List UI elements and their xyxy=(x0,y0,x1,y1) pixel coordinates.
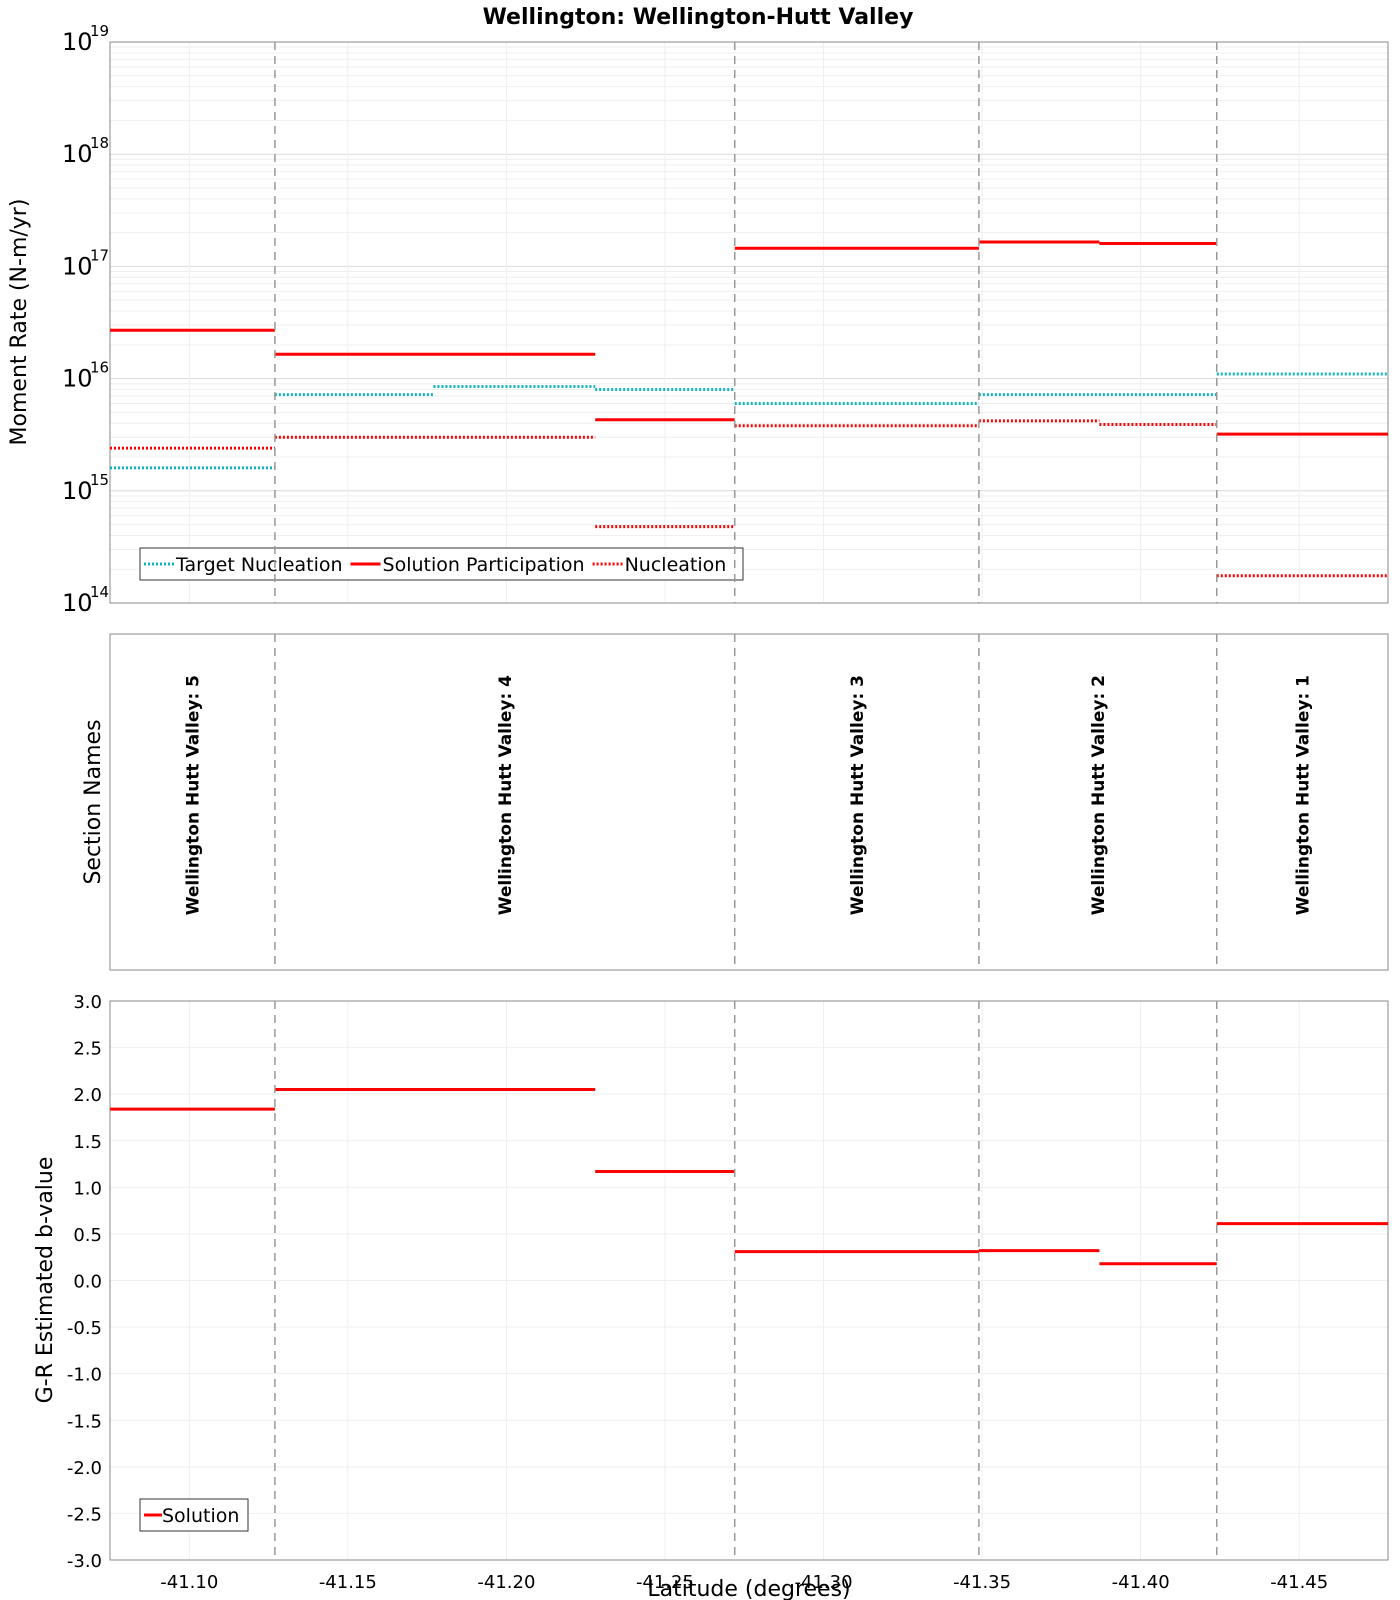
y-tick-label: 2.5 xyxy=(73,1039,102,1060)
y-tick-exponent: 16 xyxy=(90,359,109,377)
x-axis-label: Latitude (degrees) xyxy=(647,1577,850,1600)
y-tick-exponent: 19 xyxy=(90,22,109,40)
section-names: Wellington Hutt Valley: 5 Wellington Hutt… xyxy=(183,675,1313,915)
section-names-y-axis-label: Section Names xyxy=(81,719,106,884)
b-value-series xyxy=(110,1088,1388,1266)
x-tick-label: -41.35 xyxy=(953,1572,1011,1593)
y-tick-label: -2.0 xyxy=(67,1458,102,1479)
section-name-label: Wellington Hutt Valley: 2 xyxy=(1089,675,1109,915)
y-tick-label: 10 xyxy=(62,365,93,393)
y-tick-label: 1.0 xyxy=(73,1178,102,1199)
moment-rate-plot-frame xyxy=(109,41,1389,604)
x-tick-label: -41.45 xyxy=(1270,1572,1328,1593)
y-tick-exponent: 18 xyxy=(90,134,109,152)
x-tick-label: -41.10 xyxy=(160,1572,218,1593)
y-tick-exponent: 14 xyxy=(90,583,109,601)
x-axis-ticks: -41.10 -41.15 -41.20 -41.25 -41.30 -41.35 -41.… xyxy=(160,1572,1328,1593)
y-tick-label: 0.0 xyxy=(73,1272,102,1293)
y-tick-exponent: 15 xyxy=(90,471,109,489)
y-tick-label: -3.0 xyxy=(67,1551,102,1572)
moment-rate-grid xyxy=(110,41,1388,604)
moment-rate-legend: Target Nucleation Solution Participation N… xyxy=(139,547,744,581)
section-name-label: Wellington Hutt Valley: 3 xyxy=(848,675,868,915)
legend-label-nucleation: Nucleation xyxy=(625,554,727,576)
x-tick-label: -41.30 xyxy=(795,1572,853,1593)
b-value-y-ticks: 3.0 2.5 2.0 1.5 1.0 0.5 0.0 -0.5 -1.0 -1.5 -2.0 -2.… xyxy=(67,992,102,1572)
y-tick-label: 10 xyxy=(62,477,93,505)
y-tick-label: 10 xyxy=(62,140,93,168)
y-tick-exponent: 17 xyxy=(90,246,109,264)
y-tick-label: 10 xyxy=(62,28,93,56)
section-names-frame xyxy=(109,633,1389,971)
b-value-y-axis-label: G-R Estimated b-value xyxy=(33,1157,58,1404)
x-tick-label: -41.20 xyxy=(477,1572,535,1593)
section-name-label: Wellington Hutt Valley: 4 xyxy=(496,675,516,915)
y-tick-label: 10 xyxy=(62,252,93,280)
section-boundaries xyxy=(274,42,1218,1560)
legend-label-solution-participation: Solution Participation xyxy=(383,554,585,576)
y-tick-label: 10 xyxy=(62,589,93,617)
section-name-label: Wellington Hutt Valley: 5 xyxy=(183,675,203,915)
y-tick-label: 0.5 xyxy=(73,1225,102,1246)
y-tick-label: 1.5 xyxy=(73,1132,102,1153)
section-name-label: Wellington Hutt Valley: 1 xyxy=(1293,675,1313,915)
b-value-legend: Solution xyxy=(139,1498,249,1532)
y-tick-label: -0.5 xyxy=(67,1318,102,1339)
y-tick-label: -1.5 xyxy=(67,1411,102,1432)
y-tick-label: -1.0 xyxy=(67,1365,102,1386)
y-tick-label: 2.0 xyxy=(73,1085,102,1106)
legend-box xyxy=(139,547,744,581)
y-tick-label: 3.0 xyxy=(73,992,102,1013)
b-value-plot-frame xyxy=(109,1000,1389,1561)
legend-label-target-nucleation: Target Nucleation xyxy=(175,554,343,576)
x-tick-label: -41.25 xyxy=(636,1572,694,1593)
legend-label-solution: Solution xyxy=(162,1505,239,1527)
chart-title: Wellington: Wellington-Hutt Valley xyxy=(483,5,914,30)
moment-rate-series xyxy=(110,240,1388,578)
x-tick-label: -41.15 xyxy=(319,1572,377,1593)
moment-rate-y-axis-label: Moment Rate (N-m/yr) xyxy=(7,199,32,446)
x-tick-label: -41.40 xyxy=(1112,1572,1170,1593)
b-value-grid xyxy=(110,1000,1388,1561)
y-tick-label: -2.5 xyxy=(67,1504,102,1525)
